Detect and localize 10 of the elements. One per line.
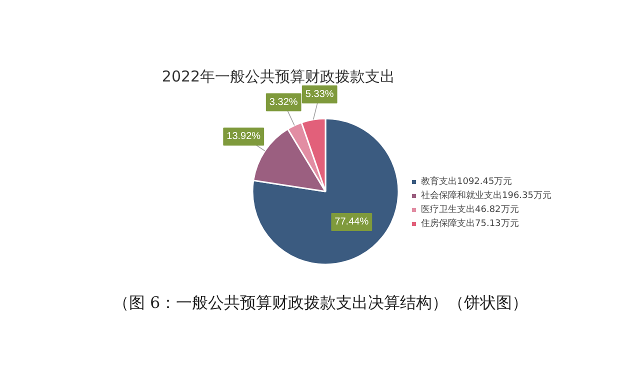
data-label: 3.32% bbox=[269, 96, 298, 108]
chart-title: 2022年一般公共预算财政拨款支出 bbox=[162, 68, 396, 86]
text: （图 6：一般公共预算财政拨款支出决算结构）（饼状图） bbox=[112, 293, 528, 312]
data-label: 13.92% bbox=[226, 131, 261, 142]
legend-label: 住房保障支出75.13万元 bbox=[421, 218, 519, 230]
legend-label: 医疗卫生支出46.82万元 bbox=[421, 204, 519, 216]
legend-label: 社会保障和就业支出196.35万元 bbox=[421, 190, 552, 202]
data-label: 77.44% bbox=[334, 216, 369, 228]
legend-label: 教育支出1092.45万元 bbox=[421, 175, 512, 188]
data-label: 5.33% bbox=[305, 88, 334, 100]
